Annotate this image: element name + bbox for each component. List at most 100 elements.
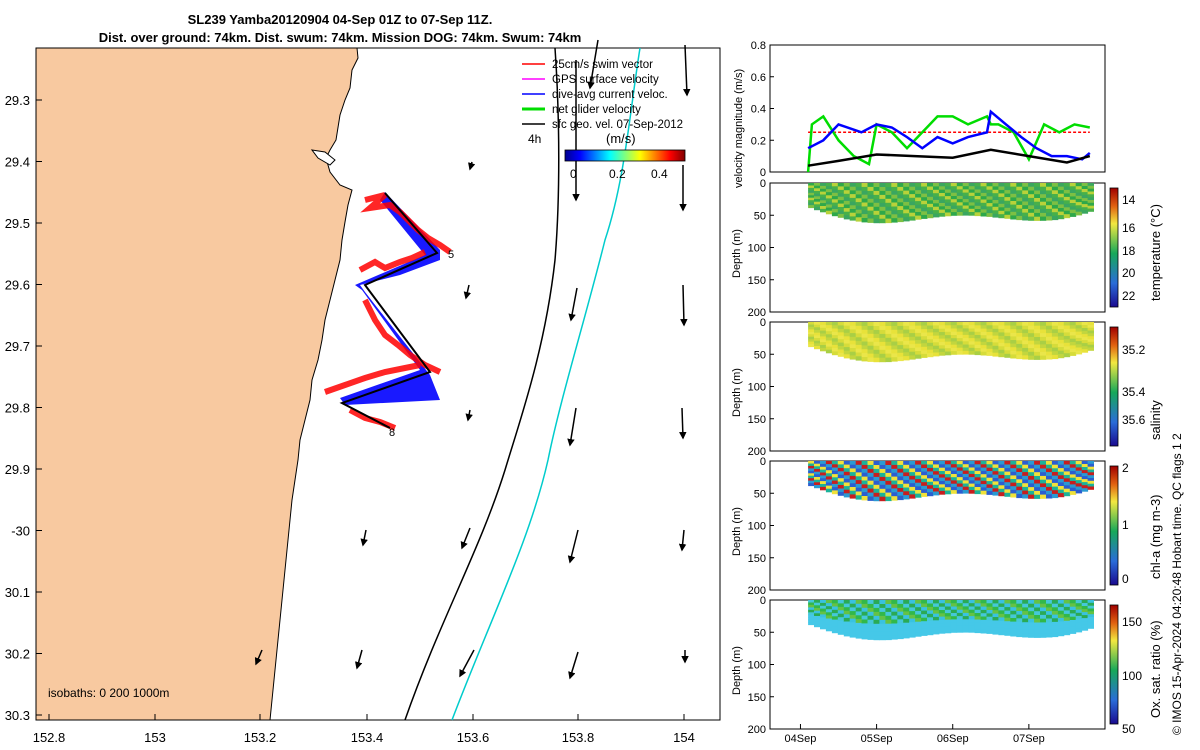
geo-arrow bbox=[567, 529, 579, 564]
section-cell bbox=[843, 603, 851, 608]
section-cell bbox=[1081, 204, 1089, 208]
section-cell bbox=[933, 325, 940, 330]
section-cell bbox=[1063, 353, 1071, 358]
section-cell bbox=[1069, 189, 1077, 194]
section-cell bbox=[986, 209, 993, 214]
section-cell bbox=[1069, 484, 1077, 489]
section-cell bbox=[1040, 479, 1047, 484]
section-cell bbox=[808, 617, 815, 621]
section-cell bbox=[909, 336, 916, 341]
section-cell bbox=[825, 328, 833, 332]
geo-arrow bbox=[463, 284, 472, 300]
section-cell bbox=[1075, 622, 1083, 626]
section-cell bbox=[1051, 486, 1059, 491]
section-cell bbox=[1028, 348, 1035, 353]
section-cell bbox=[903, 495, 910, 500]
section-cell bbox=[1087, 605, 1094, 609]
section-cell bbox=[950, 609, 958, 614]
section-cell bbox=[873, 206, 880, 212]
section-cell bbox=[867, 202, 874, 208]
section-cell bbox=[1010, 489, 1017, 494]
section-cell bbox=[855, 356, 863, 361]
section-cell bbox=[897, 607, 904, 613]
section-cell bbox=[820, 197, 827, 201]
section-cell bbox=[909, 197, 916, 202]
section-cell bbox=[933, 213, 940, 218]
section-cell bbox=[1051, 336, 1059, 341]
section-cell bbox=[885, 214, 892, 220]
section-cell bbox=[843, 193, 851, 198]
section-cell bbox=[909, 333, 916, 338]
section-cell bbox=[915, 347, 922, 352]
section-cell bbox=[956, 347, 964, 352]
section-cell bbox=[950, 344, 958, 349]
section-cell bbox=[974, 341, 981, 346]
section-cell bbox=[915, 607, 922, 612]
section-cell bbox=[1063, 631, 1071, 636]
section-cell bbox=[820, 339, 827, 343]
section-cell bbox=[1028, 603, 1035, 608]
map-y-tick-label: 30.1 bbox=[5, 585, 30, 600]
section-cell bbox=[1022, 633, 1029, 638]
section-cell bbox=[927, 613, 934, 618]
section-cell bbox=[927, 485, 934, 490]
section-cell bbox=[1028, 629, 1035, 634]
section-cell bbox=[831, 461, 839, 465]
section-cell bbox=[831, 629, 839, 634]
section-cell bbox=[921, 332, 928, 337]
section-cell bbox=[909, 340, 916, 345]
section-cell bbox=[938, 209, 946, 214]
section-cell bbox=[831, 609, 839, 614]
section-cell bbox=[903, 600, 910, 605]
section-cell bbox=[938, 610, 946, 614]
section-cell bbox=[921, 617, 928, 622]
section-cell bbox=[1034, 461, 1041, 466]
section-cell bbox=[1028, 216, 1035, 221]
section-cell bbox=[867, 214, 874, 219]
section-cell bbox=[915, 614, 922, 619]
section-cell bbox=[843, 322, 851, 327]
section-cell bbox=[962, 628, 970, 633]
section-cell bbox=[938, 193, 946, 197]
section-cell bbox=[1075, 600, 1083, 604]
section-cell bbox=[1051, 343, 1059, 349]
velocity-y-tick-label: 0.4 bbox=[751, 104, 766, 116]
section-cell bbox=[1087, 600, 1094, 604]
section-cell bbox=[968, 486, 976, 491]
section-cell bbox=[849, 464, 857, 469]
geo-arrow bbox=[568, 651, 579, 680]
section-cell bbox=[980, 212, 987, 217]
section-cell bbox=[909, 494, 916, 499]
section-cell bbox=[921, 197, 928, 202]
section-cell bbox=[831, 341, 839, 346]
section-cell bbox=[1057, 468, 1065, 473]
section-cell bbox=[873, 341, 880, 347]
section-cell bbox=[1069, 322, 1077, 326]
section-cell bbox=[855, 603, 863, 609]
section-cell bbox=[897, 213, 904, 219]
section-cell bbox=[885, 218, 892, 224]
section-cell bbox=[956, 606, 964, 611]
section-cell bbox=[944, 606, 952, 611]
section-cell bbox=[962, 473, 970, 478]
section-cell bbox=[897, 206, 904, 211]
section-cell bbox=[1016, 490, 1023, 495]
section-cell bbox=[849, 355, 857, 360]
section-cell bbox=[1016, 347, 1023, 352]
section-cell bbox=[814, 602, 821, 606]
section-cell bbox=[808, 470, 815, 474]
section-cell bbox=[927, 189, 934, 194]
section-cell bbox=[885, 357, 892, 363]
colorbar-tick-label: 35.6 bbox=[1122, 413, 1146, 427]
section-cell bbox=[927, 474, 934, 479]
section-cell bbox=[1063, 193, 1071, 198]
section-cell bbox=[1040, 622, 1047, 627]
section-cell bbox=[980, 623, 987, 627]
section-cell bbox=[849, 611, 857, 616]
section-cell bbox=[1004, 343, 1011, 348]
section-cell bbox=[903, 352, 910, 357]
section-cell bbox=[1046, 472, 1053, 477]
section-cell bbox=[968, 208, 976, 213]
